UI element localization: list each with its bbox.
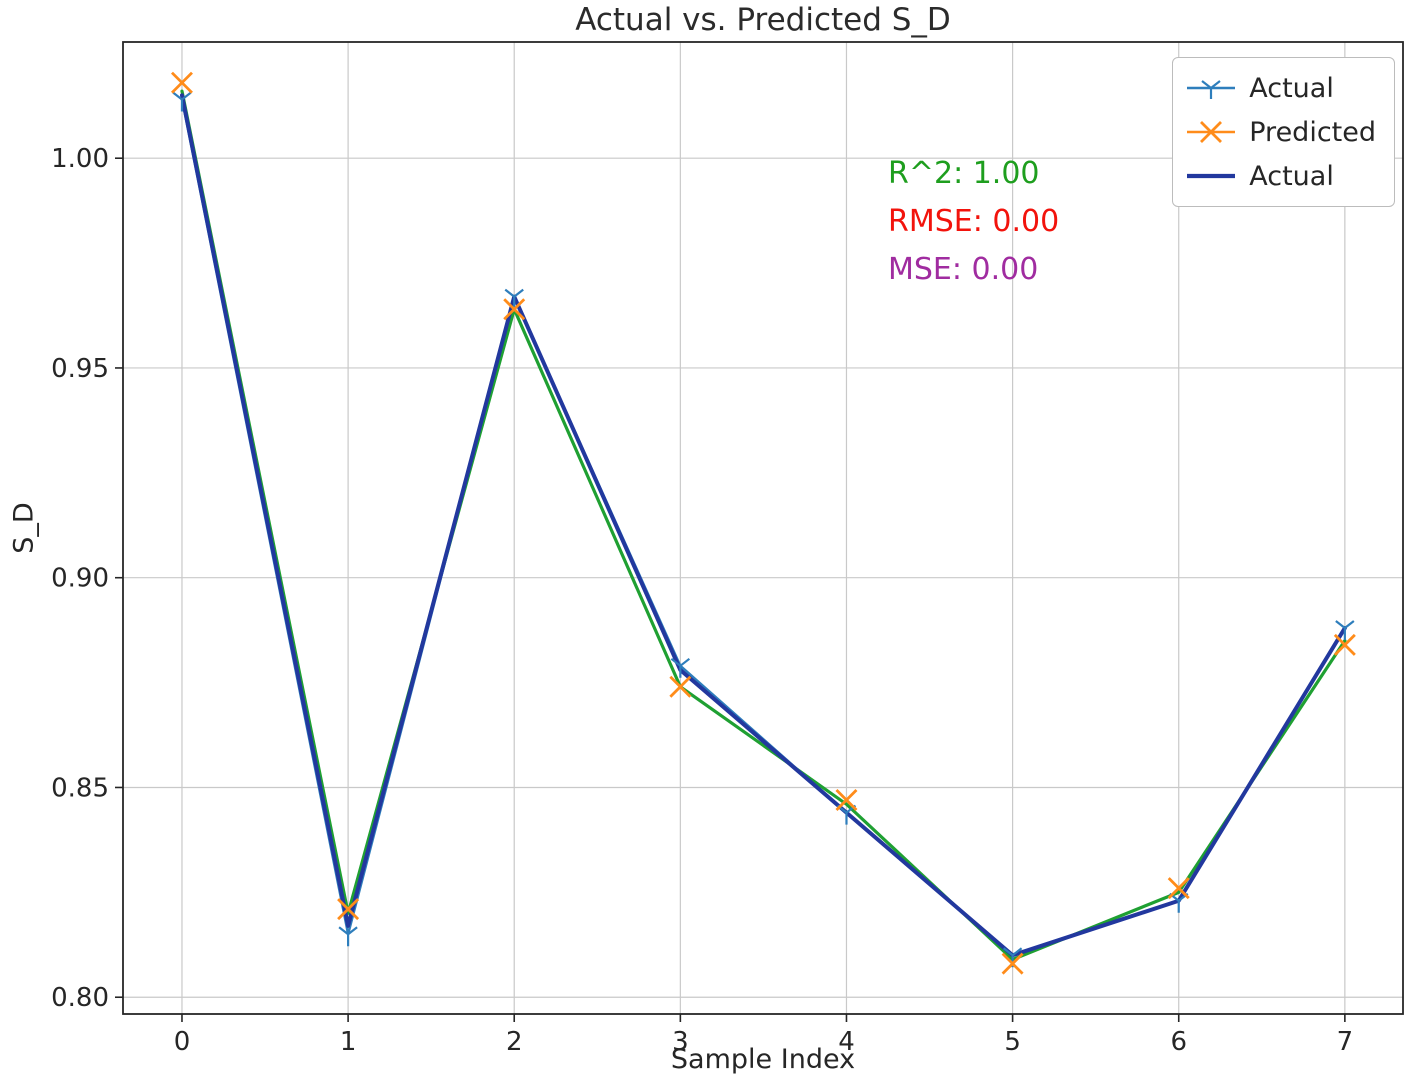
- y-axis-label: S_D: [8, 502, 40, 554]
- actual-line-marker-icon: [1185, 75, 1237, 101]
- svg-text:4: 4: [838, 1027, 855, 1057]
- mse-annotation: MSE: 0.00: [888, 252, 1039, 287]
- legend-item-actual-marker: Actual: [1185, 66, 1376, 110]
- svg-text:0.90: 0.90: [51, 564, 109, 594]
- svg-text:5: 5: [1004, 1027, 1021, 1057]
- legend-item-actual-line: Actual: [1185, 154, 1376, 198]
- svg-text:0.80: 0.80: [51, 983, 109, 1013]
- plot-border: [122, 41, 1404, 1015]
- rmse-annotation: RMSE: 0.00: [888, 204, 1060, 239]
- series-markers: [170, 71, 1356, 975]
- legend-label: Predicted: [1249, 116, 1376, 148]
- svg-text:6: 6: [1170, 1027, 1187, 1057]
- svg-text:1.00: 1.00: [51, 144, 109, 174]
- legend-label: Actual: [1249, 160, 1334, 192]
- svg-text:1: 1: [340, 1027, 357, 1057]
- svg-text:0.95: 0.95: [51, 354, 109, 384]
- svg-text:0: 0: [174, 1027, 191, 1057]
- svg-text:0.85: 0.85: [51, 773, 109, 803]
- chart-title: Actual vs. Predicted S_D: [575, 2, 951, 38]
- svg-text:7: 7: [1337, 1027, 1354, 1057]
- svg-text:3: 3: [672, 1027, 689, 1057]
- legend-label: Actual: [1249, 72, 1334, 104]
- actual-thick-line-icon: [1185, 163, 1237, 189]
- svg-text:2: 2: [506, 1027, 523, 1057]
- metrics-annotations: R^2: 1.00 RMSE: 0.00 MSE: 0.00: [888, 150, 1059, 294]
- x-axis-ticks: 0 1 2 3 4 5 6 7: [174, 1014, 1353, 1057]
- r2-annotation: R^2: 1.00: [888, 156, 1040, 191]
- y-axis-ticks: 0.80 0.85 0.90 0.95 1.00: [51, 144, 123, 1013]
- legend: Actual Predicted Actual: [1172, 57, 1395, 207]
- predicted-x-marker-icon: [1185, 119, 1237, 145]
- series-lines: [179, 89, 1347, 962]
- x-axis-label: Sample Index: [670, 1044, 856, 1075]
- legend-item-predicted: Predicted: [1185, 110, 1376, 154]
